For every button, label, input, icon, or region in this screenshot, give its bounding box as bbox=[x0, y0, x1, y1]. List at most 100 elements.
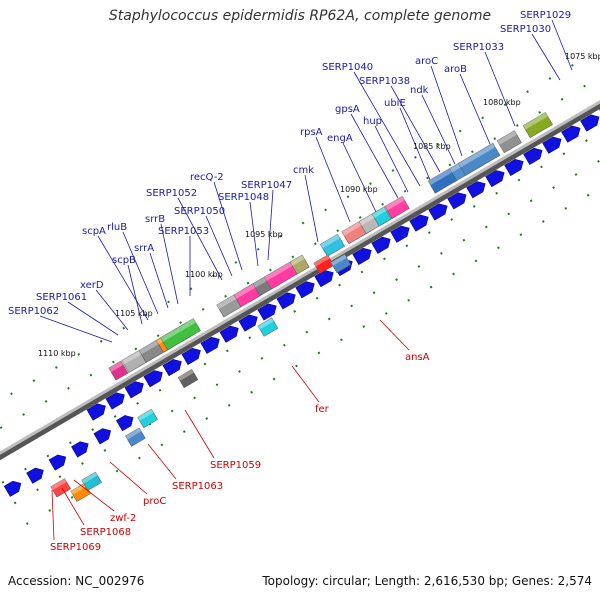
cds-arrow bbox=[257, 303, 277, 321]
forward-gene-box bbox=[522, 112, 553, 138]
forward-gene-label: xerD bbox=[80, 280, 104, 291]
forward-gene-label: engA bbox=[327, 133, 353, 144]
reverse-gene-label: zwf-2 bbox=[110, 513, 136, 524]
forward-gene-label: rpsA bbox=[300, 127, 323, 138]
cds-arrow bbox=[295, 281, 315, 299]
leader-line bbox=[39, 315, 113, 343]
forward-gene-label: gpsA bbox=[335, 104, 360, 115]
reverse-gene-label: SERP1063 bbox=[172, 481, 223, 492]
leader-line bbox=[484, 51, 516, 127]
forward-gene-box bbox=[384, 195, 410, 219]
leader-line bbox=[127, 264, 143, 325]
feature-layer bbox=[3, 103, 600, 502]
forward-gene-label: SERP1029 bbox=[520, 10, 571, 21]
reverse-gene-box bbox=[81, 471, 102, 491]
tick-label: 1080 kbp bbox=[483, 98, 521, 107]
forward-gene-label: ndk bbox=[410, 85, 429, 96]
leader-line bbox=[149, 252, 169, 309]
forward-gene-label: SERP1048 bbox=[218, 192, 269, 203]
leader-line bbox=[61, 487, 85, 526]
leader-line bbox=[147, 443, 177, 480]
genome-backbone bbox=[0, 100, 600, 461]
cds-arrow bbox=[105, 392, 125, 410]
reverse-gene-label: SERP1068 bbox=[80, 527, 131, 538]
forward-gene-label: SERP1038 bbox=[359, 76, 410, 87]
guide-track bbox=[25, 187, 600, 525]
cds-arrow bbox=[580, 114, 600, 132]
leader-line bbox=[531, 33, 561, 81]
reverse-gene-label: SERP1069 bbox=[50, 542, 101, 553]
leader-line bbox=[353, 71, 421, 187]
cds-arrow bbox=[93, 428, 112, 445]
cds-arrow bbox=[48, 454, 67, 471]
cds-arrow bbox=[504, 158, 524, 177]
tick-label: 1105 kbp bbox=[115, 309, 153, 318]
forward-gene-label: aroB bbox=[444, 64, 467, 75]
cds-arrow bbox=[124, 381, 144, 399]
guide-track bbox=[0, 77, 599, 430]
leader-line bbox=[430, 65, 463, 157]
cds-arrow bbox=[86, 403, 106, 421]
leader-line bbox=[249, 201, 259, 267]
cds-arrow bbox=[115, 415, 134, 432]
forward-gene-label: ubiE bbox=[384, 98, 406, 109]
leader-line bbox=[342, 142, 377, 213]
cds-arrow bbox=[466, 181, 486, 199]
forward-gene-label: SERP1033 bbox=[453, 42, 504, 53]
reverse-gene-box bbox=[257, 317, 279, 337]
forward-gene-label: SERP1050 bbox=[174, 206, 225, 217]
forward-gene-label: rluB bbox=[107, 222, 127, 233]
leader-line bbox=[390, 85, 441, 173]
reverse-gene-box bbox=[330, 253, 352, 274]
forward-gene-label: aroC bbox=[415, 56, 438, 67]
leader-line bbox=[213, 181, 243, 271]
leader-line bbox=[267, 189, 274, 261]
forward-gene-label: SERP1040 bbox=[322, 62, 373, 73]
leader-line bbox=[399, 107, 431, 181]
reverse-gene-box bbox=[125, 427, 146, 447]
reverse-gene-label: proC bbox=[143, 496, 166, 507]
cds-arrow bbox=[181, 347, 201, 365]
forward-gene-label: srrB bbox=[145, 214, 165, 225]
leader-line bbox=[374, 125, 409, 193]
leader-line bbox=[291, 365, 320, 403]
cds-arrow bbox=[542, 136, 562, 154]
leader-line bbox=[184, 409, 215, 459]
reverse-gene-label: SERP1059 bbox=[210, 460, 261, 471]
cds-arrow bbox=[447, 192, 467, 210]
forward-gene-box bbox=[496, 130, 522, 154]
reverse-gene-label: ansA bbox=[405, 352, 430, 363]
leader-line bbox=[421, 94, 456, 165]
leader-line bbox=[205, 215, 233, 277]
leader-line bbox=[459, 73, 491, 145]
forward-gene-box bbox=[319, 233, 345, 257]
cds-arrow bbox=[409, 214, 429, 232]
map-title: Staphylococcus epidermidis RP62A, comple… bbox=[108, 8, 492, 24]
cds-arrow bbox=[71, 441, 89, 458]
reverse-gene-box bbox=[137, 408, 158, 428]
reverse-gene-box bbox=[313, 254, 335, 274]
cds-arrow bbox=[26, 467, 44, 484]
reverse-gene-label: fer bbox=[315, 404, 330, 415]
forward-gene-label: scpA bbox=[82, 226, 106, 237]
cds-arrow bbox=[485, 170, 505, 188]
leader-line bbox=[315, 136, 351, 223]
guide-track bbox=[1, 131, 600, 484]
tick-label: 1110 kbp bbox=[38, 349, 76, 358]
tick-label: 1095 kbp bbox=[245, 230, 283, 239]
cds-arrow bbox=[523, 147, 543, 165]
leader-line bbox=[379, 319, 410, 351]
forward-gene-label: SERP1030 bbox=[500, 24, 551, 35]
tick-label: 1090 kbp bbox=[340, 185, 378, 194]
forward-gene-box bbox=[371, 206, 392, 227]
forward-gene-label: SERP1061 bbox=[36, 292, 87, 303]
leader-line bbox=[67, 301, 119, 336]
forward-gene-box bbox=[160, 318, 201, 351]
tick-label: 1100 kbp bbox=[185, 270, 223, 279]
leader-line bbox=[350, 113, 399, 199]
cds-arrow bbox=[276, 292, 296, 310]
leader-line bbox=[122, 231, 159, 315]
forward-gene-label: SERP1047 bbox=[241, 180, 292, 191]
